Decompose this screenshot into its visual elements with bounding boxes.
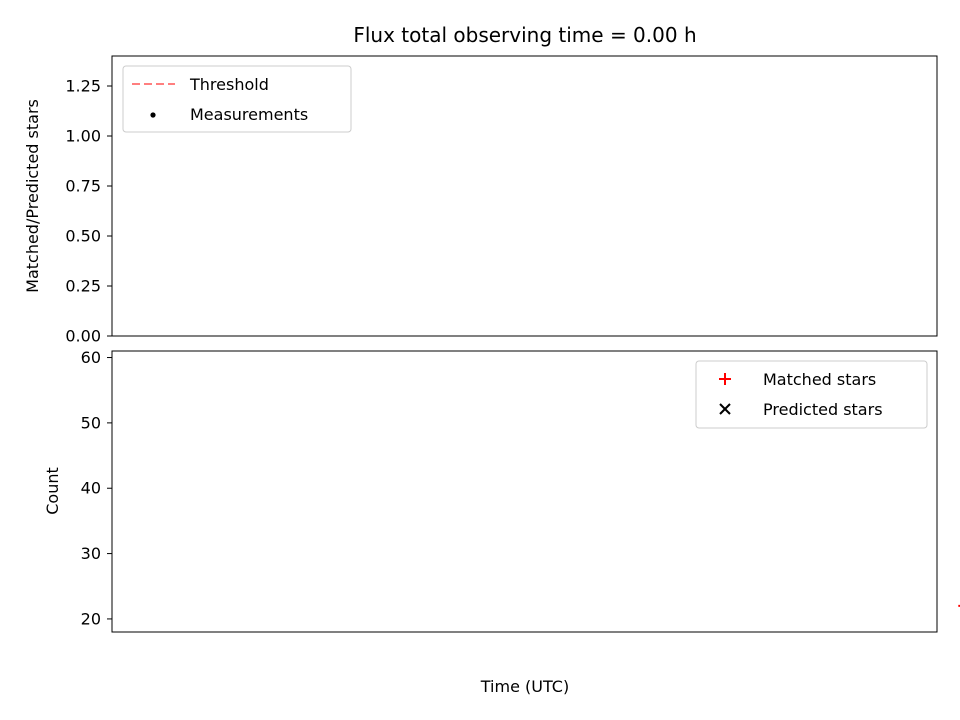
top-y-tick-label: 0.25 <box>65 277 101 296</box>
legend-predicted-stars-label: Predicted stars <box>763 400 883 419</box>
top-y-axis-label: Matched/Predicted stars <box>23 99 42 293</box>
bottom-y-tick-label: 60 <box>81 348 101 367</box>
legend-measurements-label: Measurements <box>190 105 308 124</box>
top-y-tick-label: 1.25 <box>65 77 101 96</box>
top-y-tick-label: 0.00 <box>65 327 101 346</box>
bottom-legend: Matched stars Predicted stars <box>695 360 928 429</box>
measurements-legend-marker <box>150 112 156 118</box>
bottom-y-tick-label: 40 <box>81 479 101 498</box>
bottom-axes-frame <box>111 350 938 633</box>
bottom-y-tick-label: 50 <box>81 413 101 432</box>
bottom-y-tick-label: 20 <box>81 609 101 628</box>
top-y-tick-label: 0.50 <box>65 227 101 246</box>
predicted-stars-legend-marker <box>719 403 731 415</box>
top-y-tick-label: 1.00 <box>65 127 101 146</box>
top-axes-frame <box>111 55 938 337</box>
top-y-tick-label: 0.75 <box>65 177 101 196</box>
bottom-y-axis-label: Count <box>43 467 62 515</box>
matched-stars-legend-marker <box>719 373 731 385</box>
top-chart-title: Flux total observing time = 0.00 h <box>353 23 696 47</box>
top-legend: Threshold Measurements <box>122 65 352 133</box>
x-axis-label: Time (UTC) <box>480 677 569 696</box>
bottom-y-tick-label: 30 <box>81 544 101 563</box>
legend-threshold-label: Threshold <box>189 75 269 94</box>
legend-matched-stars-label: Matched stars <box>763 370 876 389</box>
